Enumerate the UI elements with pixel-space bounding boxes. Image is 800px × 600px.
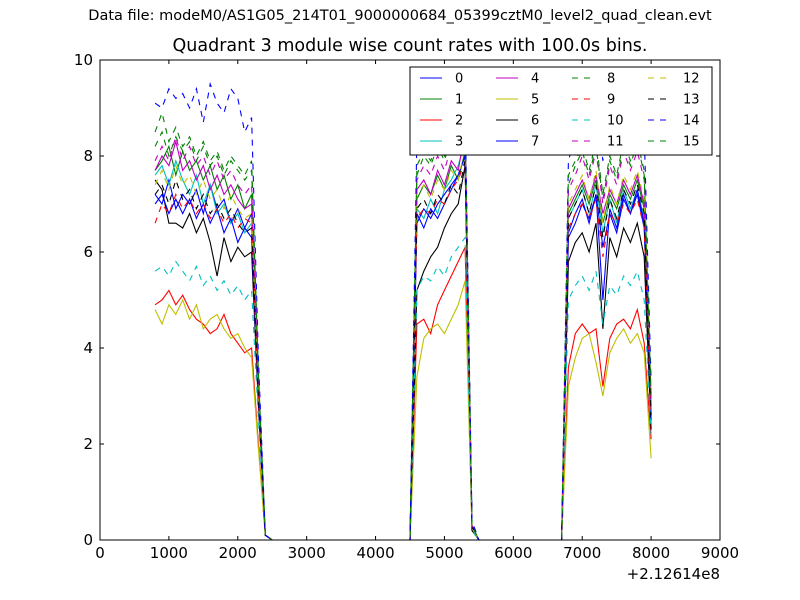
y-tick-label: 8: [83, 147, 93, 165]
x-tick-label: 5000: [425, 544, 463, 562]
x-tick-label: 0: [95, 544, 105, 562]
legend-label-7: 7: [531, 135, 539, 150]
legend-label-12: 12: [683, 72, 700, 87]
legend-label-15: 15: [683, 135, 700, 150]
legend-label-14: 14: [683, 114, 700, 129]
x-offset-label: +2.12614e8: [627, 565, 720, 583]
y-tick-label: 10: [74, 51, 93, 69]
legend-label-8: 8: [607, 72, 615, 87]
y-tick-label: 4: [83, 339, 93, 357]
legend-label-5: 5: [531, 93, 539, 108]
y-tick-label: 0: [83, 531, 93, 549]
legend-label-2: 2: [455, 114, 463, 129]
x-tick-label: 6000: [494, 544, 532, 562]
x-tick-label: 1000: [150, 544, 188, 562]
legend-label-3: 3: [455, 135, 463, 150]
series-line-10: [154, 235, 652, 541]
x-tick-label: 3000: [288, 544, 326, 562]
legend-label-10: 10: [607, 114, 624, 129]
legend-label-9: 9: [607, 93, 615, 108]
series-line-0: [154, 155, 652, 541]
series-line-7: [154, 155, 652, 541]
y-tick-label: 6: [83, 243, 93, 261]
chart-title: Quadrant 3 module wise count rates with …: [172, 36, 648, 56]
x-tick-label: 9000: [701, 544, 739, 562]
tick-layer: 0 1000 2000 3000 4000 5000 6000 7000 8000 9000 0 2 4…: [74, 51, 739, 562]
legend-box: [409, 66, 713, 156]
x-tick-label: 7000: [563, 544, 601, 562]
series-line-1: [154, 144, 652, 541]
x-tick-label: 8000: [632, 544, 670, 562]
axes-frame: [99, 59, 721, 541]
series-line-8: [154, 110, 652, 541]
x-tick-label: 2000: [219, 544, 257, 562]
legend-label-6: 6: [531, 114, 539, 129]
data-file-suptitle: Data file: modeM0/AS1G05_214T01_90000006…: [88, 8, 712, 24]
legend-label-11: 11: [607, 135, 624, 150]
series-line-5: [154, 280, 652, 541]
series-line-12: [154, 146, 652, 541]
series-line-15: [154, 127, 652, 541]
x-tick-label: 4000: [356, 544, 394, 562]
legend-label-13: 13: [683, 93, 700, 108]
legend-label-0: 0: [455, 72, 463, 87]
legend-label-1: 1: [455, 93, 463, 108]
legend-label-4: 4: [531, 72, 539, 87]
y-tick-label: 2: [83, 435, 93, 453]
